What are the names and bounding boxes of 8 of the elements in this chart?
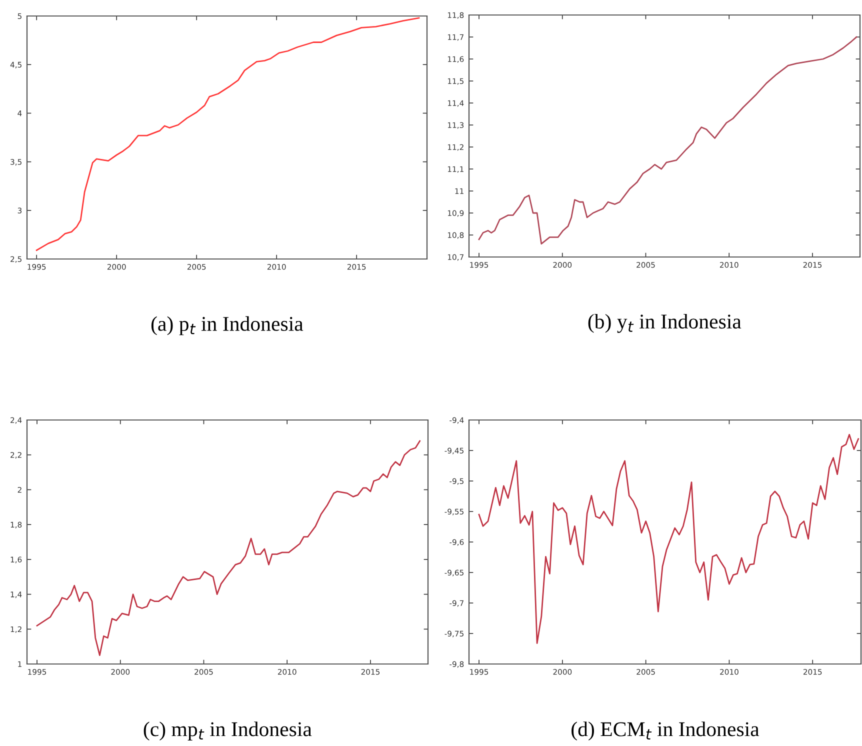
text: (d) ECM$_{t}$ in Indonesia (572, 722, 760, 740)
line-series (36, 440, 421, 656)
text: (a) p$_{t}$ in Indonesia (151, 316, 304, 336)
line-series (478, 434, 860, 644)
text: (b) y$_{t}$ in Indonesia (588, 314, 742, 333)
text: (c) mp$_{t}$ in Indonesia (144, 722, 312, 740)
line-series (36, 17, 420, 251)
line-series (478, 36, 858, 244)
